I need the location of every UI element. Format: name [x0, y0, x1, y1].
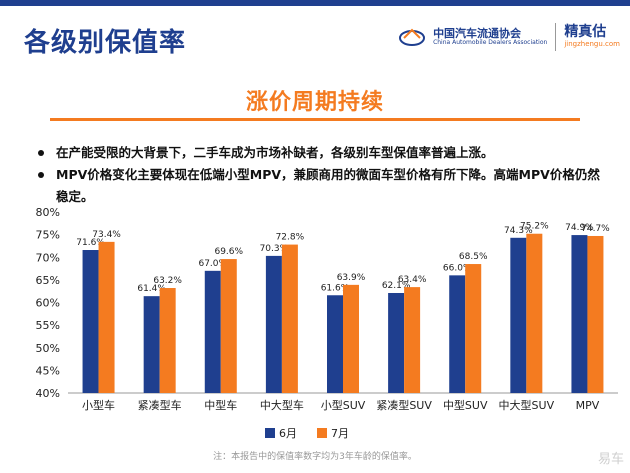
x-tick-label: 小型车	[82, 398, 115, 412]
bar-7月	[159, 288, 176, 393]
y-tick-label: 80%	[36, 206, 60, 219]
x-tick-label: 中型车	[204, 398, 237, 412]
bullet-item: 在产能受限的大背景下，二手车成为市场补缺者，各级别车型保值率普遍上涨。	[38, 142, 608, 164]
x-tick-label: 紧凑型车	[138, 398, 182, 412]
header-accent	[0, 0, 630, 6]
data-label: 70.3%	[260, 244, 289, 254]
jzg-logo-text: 精真估 jingzhengu.com	[564, 25, 620, 48]
y-tick-label: 55%	[36, 319, 60, 332]
bar-6月	[388, 292, 405, 393]
cada-logo-text: 中国汽车流通协会 China Automobile Dealers Associ…	[433, 26, 548, 47]
bar-7月	[220, 259, 237, 393]
y-tick-label: 45%	[36, 364, 60, 377]
bar-6月	[143, 296, 160, 393]
logo-separator	[555, 23, 557, 51]
section-banner: 涨价周期持续	[0, 82, 630, 122]
y-tick-label: 60%	[36, 297, 60, 310]
data-label: 74.9%	[565, 223, 594, 233]
data-label: 74.7%	[581, 224, 610, 234]
bar-6月	[510, 237, 527, 393]
bar-7月	[98, 241, 115, 393]
x-tick-label: MPV	[576, 399, 600, 412]
legend-swatch	[265, 428, 275, 438]
page-title: 各级别保值率	[24, 28, 187, 58]
data-label: 63.9%	[337, 273, 366, 283]
x-tick-label: 中大型SUV	[499, 398, 555, 412]
bullet-dot-icon	[38, 150, 44, 156]
cada-name-cn: 中国汽车流通协会	[433, 26, 522, 40]
data-label: 71.6%	[76, 238, 105, 248]
y-tick-label: 70%	[36, 251, 60, 264]
x-tick-label: 中大型车	[260, 398, 304, 412]
data-label: 73.4%	[92, 230, 121, 240]
jzg-name-cn: 精真估	[564, 24, 607, 41]
bar-6月	[449, 275, 466, 393]
bullet-item: MPV价格变化主要体现在低端小型MPV，兼顾商用的微面车型价格有所下降。高端MP…	[38, 164, 608, 208]
bar-7月	[281, 244, 298, 393]
y-tick-label: 40%	[36, 387, 60, 400]
bar-6月	[82, 250, 99, 393]
bar-6月	[571, 235, 588, 393]
bullet-list: 在产能受限的大背景下，二手车成为市场补缺者，各级别车型保值率普遍上涨。 MPV价…	[38, 142, 608, 208]
data-label: 66.0%	[443, 263, 472, 273]
data-label: 74.3%	[504, 226, 533, 236]
y-tick-label: 50%	[36, 342, 60, 355]
watermark: 易车	[597, 452, 624, 467]
x-tick-label: 小型SUV	[321, 398, 366, 412]
legend-swatch	[317, 428, 327, 438]
cada-name-en: China Automobile Dealers Association	[433, 38, 548, 46]
bullet-text: MPV价格变化主要体现在低端小型MPV，兼顾商用的微面车型价格有所下降。高端MP…	[56, 167, 600, 204]
bar-7月	[587, 235, 604, 393]
bar-7月	[404, 287, 421, 393]
data-label: 61.6%	[321, 283, 350, 293]
bar-7月	[526, 233, 543, 393]
x-tick-label: 紧凑型SUV	[376, 398, 432, 412]
cada-logo-icon	[399, 28, 426, 46]
x-tick-label: 中型SUV	[443, 398, 488, 412]
data-label: 72.8%	[276, 233, 305, 243]
logo-area: 中国汽车流通协会 China Automobile Dealers Associ…	[399, 20, 620, 54]
legend-label: 7月	[331, 427, 349, 440]
data-label: 63.2%	[153, 276, 182, 286]
bar-6月	[265, 255, 282, 393]
data-label: 75.2%	[520, 222, 549, 232]
data-label: 68.5%	[459, 252, 488, 262]
footnote: 注：本报告中的保值率数字均为3年车龄的保值率。	[213, 452, 417, 462]
data-label: 61.4%	[137, 284, 166, 294]
data-label: 62.1%	[382, 281, 411, 291]
header-bar: 各级别保值率 中国汽车流通协会 China Automobile Dealers…	[0, 0, 630, 72]
legend-label: 6月	[279, 427, 297, 440]
bar-7月	[465, 264, 482, 393]
bar-6月	[327, 295, 343, 393]
bar-7月	[343, 284, 359, 393]
y-tick-label: 75%	[36, 229, 60, 242]
data-label: 63.4%	[398, 275, 427, 285]
data-label: 67.0%	[198, 259, 227, 269]
y-tick-label: 65%	[36, 274, 60, 287]
jzg-name-en: jingzhengu.com	[564, 39, 620, 48]
section-title-underline	[50, 118, 580, 121]
bar-6月	[204, 270, 221, 393]
bullet-dot-icon	[38, 172, 44, 178]
section-title: 涨价周期持续	[245, 90, 384, 115]
bullet-text: 在产能受限的大背景下，二手车成为市场补缺者，各级别车型保值率普遍上涨。	[56, 145, 494, 160]
data-label: 69.6%	[214, 247, 243, 257]
bar-chart: 40% 45% 50% 55% 60% 65% 70% 75% 80% 71.6%73.4% 小型车…	[36, 206, 618, 440]
